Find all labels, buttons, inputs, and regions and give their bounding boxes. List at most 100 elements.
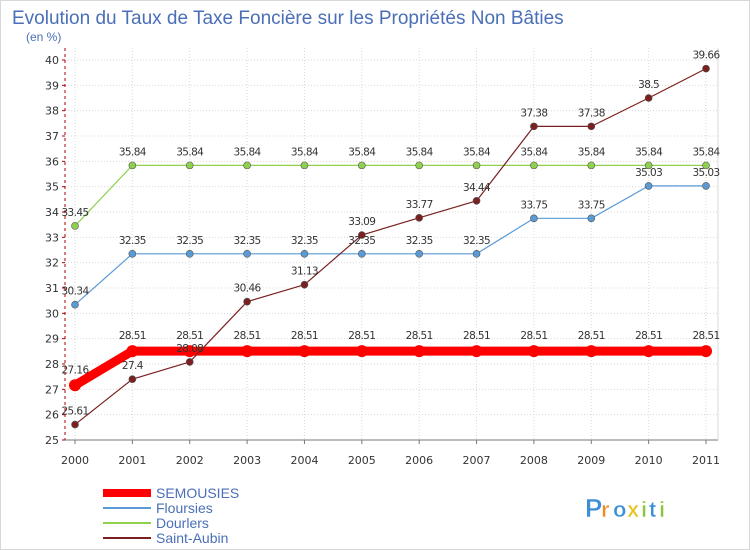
data-point-floursies xyxy=(702,182,710,190)
logo-letter: i xyxy=(641,497,647,522)
y-tick-label: 25 xyxy=(45,434,59,447)
series-line-saint-aubin xyxy=(74,68,707,426)
data-point-saint-aubin xyxy=(587,122,596,131)
data-point-saint-aubin xyxy=(415,214,423,222)
x-tick-label: 2004 xyxy=(290,454,318,467)
data-point-semousies xyxy=(700,345,712,358)
grid-lines xyxy=(65,48,718,441)
data-point-dourlers xyxy=(358,161,366,170)
y-tick-label: 27 xyxy=(45,383,59,396)
data-label-saint-aubin: 37.38 xyxy=(578,107,605,119)
data-label-semousies: 28.51 xyxy=(578,330,605,342)
data-label-semousies: 28.51 xyxy=(463,330,490,342)
data-point-semousies xyxy=(413,345,426,358)
data-point-semousies xyxy=(183,345,196,358)
y-tick-label: 39 xyxy=(45,79,59,92)
data-label-semousies: 28.51 xyxy=(406,330,433,342)
data-label-floursies: 33.75 xyxy=(520,199,547,211)
series-line-dourlers xyxy=(74,164,707,227)
data-label-semousies: 28.51 xyxy=(520,330,547,342)
data-label-saint-aubin: 30.46 xyxy=(234,283,262,295)
x-tick-label: 2009 xyxy=(577,454,605,467)
x-tick-label: 2011 xyxy=(692,454,720,467)
chart-title: Evolution du Taux de Taxe Foncière sur l… xyxy=(12,8,564,29)
y-tick-label: 37 xyxy=(45,130,59,143)
data-point-saint-aubin xyxy=(644,94,653,102)
data-label-floursies: 32.35 xyxy=(406,235,433,247)
x-tick-label: 2000 xyxy=(61,454,89,467)
data-label-floursies: 35.03 xyxy=(635,167,662,179)
data-label-floursies: 32.35 xyxy=(176,235,203,247)
data-label-dourlers: 35.84 xyxy=(635,146,663,158)
y-tick-label: 38 xyxy=(45,105,59,118)
data-point-floursies xyxy=(415,250,423,258)
y-tick-label: 32 xyxy=(45,257,59,270)
y-tick-label: 28 xyxy=(45,358,59,371)
legend-label-dourlers: Dourlers xyxy=(156,515,209,531)
data-point-semousies xyxy=(69,379,81,392)
data-point-dourlers xyxy=(128,161,137,170)
axes: 25 26 27 28 29 30 31 32 33 34 35 36 37 38 39 40 2000 2001… xyxy=(45,48,720,467)
legend-label-floursies: Floursies xyxy=(156,500,213,516)
y-tick-label: 30 xyxy=(45,307,59,320)
y-tick-label: 36 xyxy=(45,155,59,168)
y-tick-label: 40 xyxy=(45,54,59,67)
logo-letter: r xyxy=(601,497,610,522)
x-tick-label: 2003 xyxy=(233,454,261,467)
logo-letter: o xyxy=(613,497,626,522)
data-label-semousies: 27.16 xyxy=(61,364,89,376)
data-label-dourlers: 35.84 xyxy=(520,146,548,158)
y-tick-label: 33 xyxy=(45,231,59,244)
data-point-semousies xyxy=(126,345,139,358)
chart-subtitle: (en %) xyxy=(26,30,61,44)
data-label-saint-aubin: 34.44 xyxy=(463,182,491,194)
data-point-semousies xyxy=(241,345,254,358)
data-label-semousies: 28.51 xyxy=(348,330,375,342)
series-lines xyxy=(69,64,712,429)
data-point-dourlers xyxy=(71,222,79,230)
data-point-dourlers xyxy=(472,161,481,170)
data-label-semousies: 28.51 xyxy=(635,330,662,342)
logo-letter: t xyxy=(649,497,657,522)
data-label-dourlers: 35.84 xyxy=(291,146,319,158)
data-point-saint-aubin xyxy=(358,231,366,239)
data-label-dourlers: 35.84 xyxy=(578,146,606,158)
logo-letter: P xyxy=(585,493,602,523)
y-tick-label: 26 xyxy=(45,409,59,422)
data-point-semousies xyxy=(355,345,368,358)
data-label-floursies: 32.35 xyxy=(234,235,261,247)
data-label-saint-aubin: 39.66 xyxy=(692,50,720,62)
data-point-dourlers xyxy=(702,161,710,170)
data-label-floursies: 32.35 xyxy=(119,235,146,247)
data-point-semousies xyxy=(642,345,655,358)
data-point-floursies xyxy=(128,250,137,258)
data-label-floursies: 32.35 xyxy=(291,235,318,247)
x-tick-label: 2007 xyxy=(463,454,491,467)
data-label-saint-aubin: 28.08 xyxy=(176,343,203,355)
x-tick-label: 2010 xyxy=(635,454,663,467)
data-label-saint-aubin: 33.77 xyxy=(406,199,433,211)
data-label-floursies: 32.35 xyxy=(348,235,375,247)
data-point-semousies xyxy=(527,345,540,358)
data-label-dourlers: 35.84 xyxy=(119,146,147,158)
x-tick-label: 2005 xyxy=(348,454,376,467)
data-label-saint-aubin: 33.09 xyxy=(348,216,375,228)
data-label-floursies: 32.35 xyxy=(463,235,490,247)
data-point-floursies xyxy=(644,182,653,190)
data-label-floursies: 33.75 xyxy=(578,199,605,211)
y-tick-label: 31 xyxy=(45,282,59,295)
logo-letter: i xyxy=(659,497,665,522)
logo-letter: x xyxy=(627,497,640,522)
data-label-semousies: 28.51 xyxy=(692,330,719,342)
data-point-saint-aubin xyxy=(472,197,481,205)
data-label-semousies: 28.51 xyxy=(119,330,146,342)
data-point-floursies xyxy=(358,250,366,258)
data-point-dourlers xyxy=(644,161,653,170)
x-tick-label: 2006 xyxy=(405,454,433,467)
legend-label-saint-aubin: Saint-Aubin xyxy=(156,530,228,546)
data-point-semousies xyxy=(298,345,311,358)
x-tick-label: 2008 xyxy=(520,454,548,467)
